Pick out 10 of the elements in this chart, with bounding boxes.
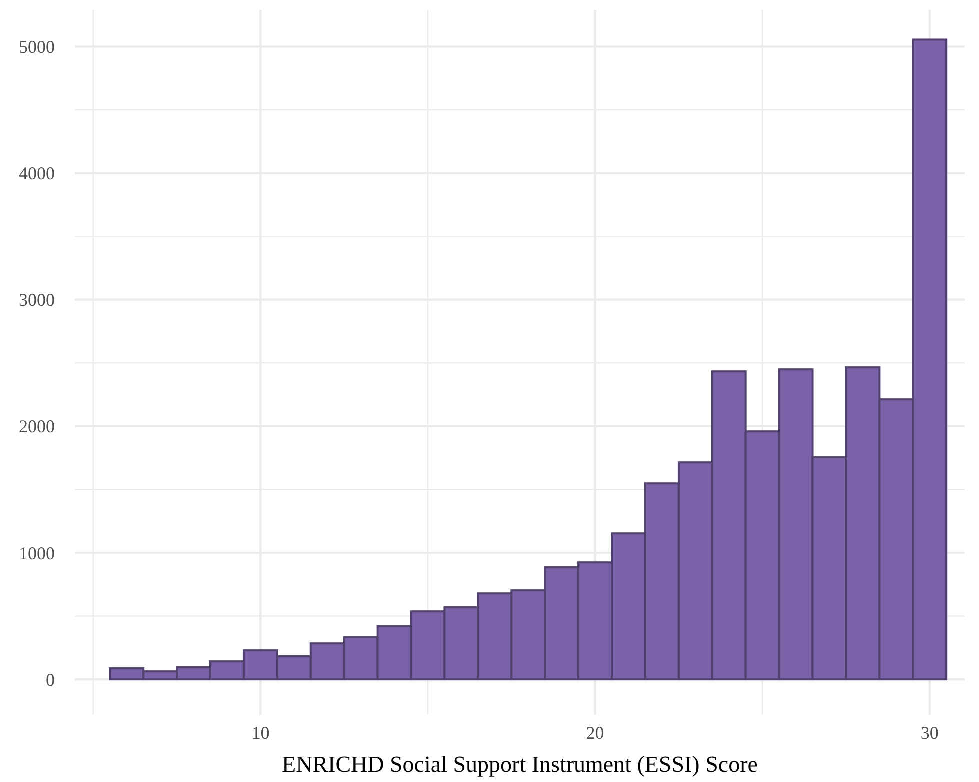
y-tick-label: 1000 — [19, 543, 55, 564]
x-axis-title: ENRICHD Social Support Instrument (ESSI) Score — [282, 752, 758, 777]
x-tick-label: 30 — [920, 723, 939, 743]
y-tick-label: 4000 — [19, 164, 55, 184]
y-tick-label: 2000 — [19, 416, 55, 437]
y-tick-label: 0 — [46, 670, 55, 690]
y-tick-label: 3000 — [19, 290, 55, 310]
y-tick-label: 5000 — [19, 37, 55, 58]
x-tick-label: 20 — [586, 723, 604, 743]
x-tick-label: 10 — [252, 723, 270, 743]
